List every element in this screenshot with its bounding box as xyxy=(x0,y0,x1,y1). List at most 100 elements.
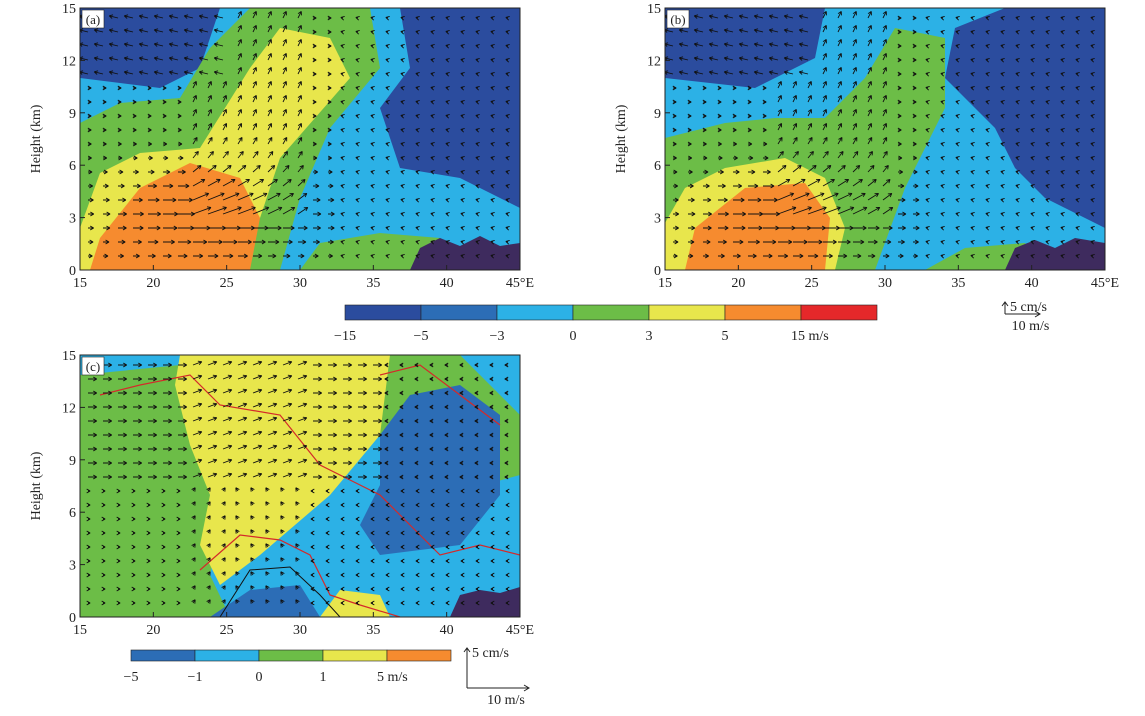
wind-vector xyxy=(370,30,375,35)
wind-vector xyxy=(358,390,368,396)
wind-vector xyxy=(429,362,434,368)
wind-vector xyxy=(93,56,104,61)
y-tick-label: 3 xyxy=(69,212,76,227)
wind-vector xyxy=(176,530,181,536)
wind-vector xyxy=(340,558,345,564)
wind-vector xyxy=(753,42,764,47)
wind-vector xyxy=(355,142,360,147)
wind-vector xyxy=(955,212,960,217)
wind-vector xyxy=(414,460,419,466)
wind-vector xyxy=(430,516,435,522)
wind-vector xyxy=(1000,212,1005,217)
x-tick-label: 30 xyxy=(878,276,892,291)
wind-vector xyxy=(430,58,435,63)
wind-vector xyxy=(400,114,405,119)
wind-vector xyxy=(370,44,375,49)
wind-vector xyxy=(148,197,160,203)
wind-vector xyxy=(343,446,353,452)
wind-vector xyxy=(252,123,257,131)
wind-vector xyxy=(414,432,419,438)
wind-vector xyxy=(373,446,383,452)
wind-vector xyxy=(792,178,806,187)
wind-vector xyxy=(430,558,435,564)
wind-vector xyxy=(252,430,263,436)
wind-vector xyxy=(133,155,138,161)
wind-vector xyxy=(823,239,837,245)
wind-vector xyxy=(1060,72,1065,77)
plot-area xyxy=(80,8,520,270)
wind-vector xyxy=(297,164,304,173)
wind-vector xyxy=(673,239,679,245)
wind-vector xyxy=(192,388,203,394)
wind-vector xyxy=(445,142,450,147)
wind-vector xyxy=(883,239,892,245)
wind-vector xyxy=(192,137,198,145)
colorbar-swatch xyxy=(724,304,802,321)
wind-vector xyxy=(400,572,405,578)
wind-vector xyxy=(778,239,793,245)
wind-vector xyxy=(222,360,233,366)
wind-vector xyxy=(1000,170,1005,175)
wind-vector xyxy=(430,16,435,21)
wind-vector xyxy=(370,530,375,536)
wind-vector xyxy=(310,572,315,578)
wind-vector xyxy=(131,530,136,536)
wind-vector xyxy=(732,99,737,105)
wind-vector xyxy=(867,67,872,75)
wind-vector xyxy=(673,211,680,217)
wind-vector xyxy=(490,128,495,133)
wind-vector xyxy=(207,109,212,117)
wind-vector xyxy=(193,239,208,245)
wind-vector xyxy=(867,164,875,173)
wind-vector xyxy=(313,418,323,424)
wind-vector xyxy=(415,58,420,63)
wind-vector xyxy=(88,376,98,382)
wind-vector xyxy=(955,30,960,35)
wind-vector xyxy=(355,86,360,91)
wind-vector xyxy=(913,155,917,161)
wind-vector xyxy=(1030,226,1035,231)
wind-vector xyxy=(460,142,465,147)
wind-vector xyxy=(673,183,679,189)
wind-vector xyxy=(792,206,812,215)
wind-vector xyxy=(101,544,106,550)
wind-vector xyxy=(385,100,390,105)
wind-vector xyxy=(148,183,158,189)
colorbar-swatch xyxy=(194,649,260,662)
wind-vector xyxy=(460,100,465,105)
wind-vector xyxy=(852,150,859,159)
wind-vector xyxy=(430,72,435,77)
wind-vector xyxy=(445,488,450,494)
wind-vector xyxy=(280,585,285,590)
wind-vector xyxy=(415,16,420,21)
wind-vector xyxy=(505,212,510,217)
wind-vector xyxy=(267,150,274,159)
x-tick-label: 40 xyxy=(1025,276,1039,291)
wind-vector xyxy=(103,155,108,161)
wind-vector xyxy=(298,253,305,259)
wind-vector xyxy=(370,100,375,105)
wind-vector xyxy=(313,253,319,259)
wind-vector xyxy=(822,53,827,61)
colorbar-swatch xyxy=(322,649,388,662)
wind-vector xyxy=(133,474,143,480)
wind-vector xyxy=(267,137,273,145)
wind-vector xyxy=(985,72,990,77)
wind-vector xyxy=(460,156,465,161)
wind-vector xyxy=(673,225,679,231)
wind-vector xyxy=(940,128,945,133)
wind-vector xyxy=(123,28,134,33)
wind-vector xyxy=(955,16,960,21)
wind-vector xyxy=(237,430,248,436)
wind-vector xyxy=(1075,212,1080,217)
wind-vector xyxy=(280,501,285,506)
wind-vector xyxy=(807,164,817,173)
wind-vector xyxy=(295,585,300,590)
wind-vector xyxy=(912,141,917,147)
wind-vector xyxy=(88,404,98,410)
wind-vector xyxy=(237,192,254,201)
wind-vector xyxy=(399,404,404,410)
wind-vector xyxy=(925,170,930,175)
wind-vector xyxy=(282,206,296,215)
wind-vector xyxy=(207,388,218,394)
